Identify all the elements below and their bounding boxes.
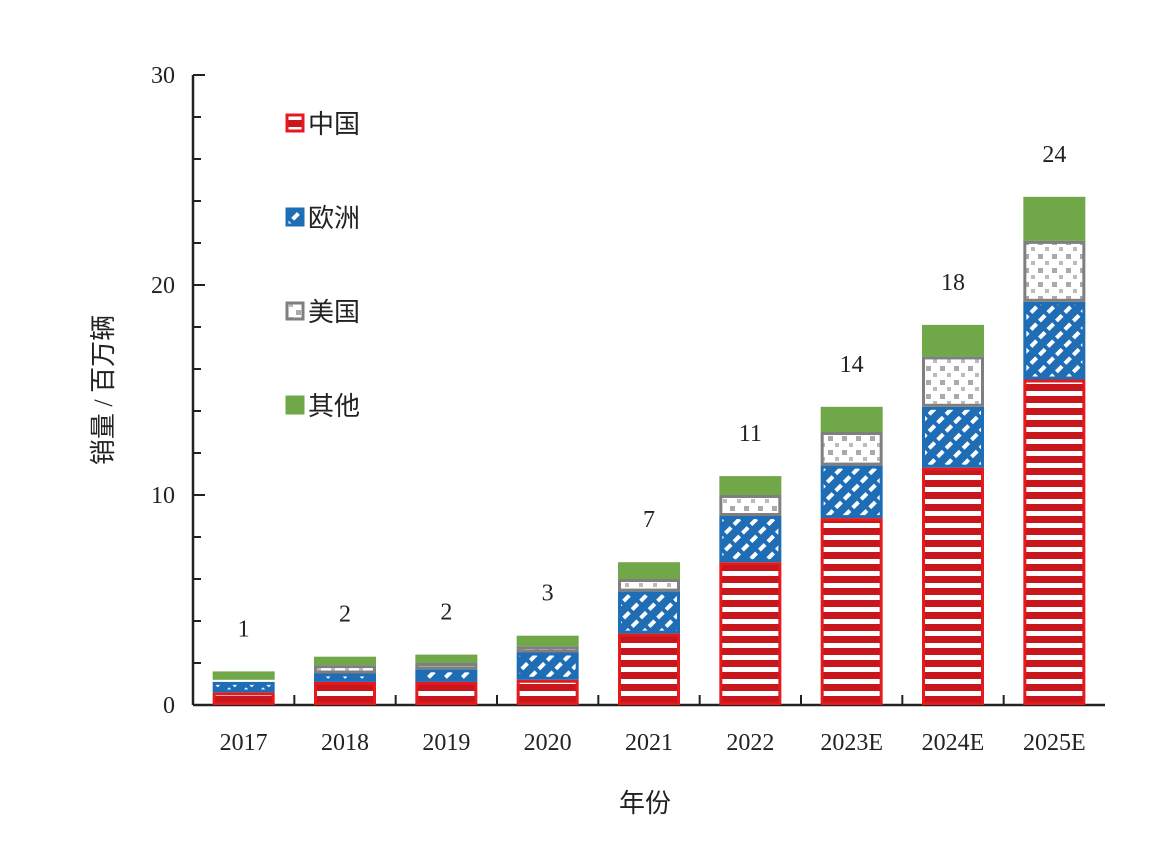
x-tick-label: 2020: [524, 730, 572, 756]
total-label: 11: [739, 421, 762, 447]
total-label: 1: [238, 616, 250, 642]
x-tick-label: 2019: [422, 730, 470, 756]
x-tick-label: 2022: [726, 730, 774, 756]
y-tick-label: 10: [151, 483, 175, 509]
bar-segment-中国: [922, 467, 984, 706]
bar-segment-美国: [719, 495, 782, 516]
legend-swatch: [285, 207, 305, 227]
y-tick-label: 30: [151, 63, 175, 89]
x-tick-label: 2025E: [1023, 730, 1086, 756]
total-label: 7: [643, 507, 655, 533]
total-label: 2: [339, 602, 351, 628]
legend-swatch: [285, 113, 305, 133]
y-axis-label: 销量 / 百万辆: [89, 315, 118, 465]
total-label: 18: [941, 270, 965, 296]
bar-segment-其他: [212, 671, 275, 680]
y-tick-label: 0: [163, 693, 175, 719]
bar-segment-美国: [922, 356, 984, 407]
x-tick-label: 2021: [625, 730, 673, 756]
y-tick-label: 20: [151, 273, 175, 299]
x-tick-label: 2018: [321, 730, 369, 756]
bar-segment-美国: [314, 665, 376, 674]
bar-segment-欧洲: [516, 652, 579, 680]
legend-swatch: [285, 395, 305, 415]
bar-segment-美国: [820, 432, 883, 466]
bar-segment-其他: [415, 654, 478, 663]
bar-segment-欧洲: [415, 669, 478, 682]
axes: 0 10 20 30 2017 2018 2019 2020 2021 2022 2023E 2024…: [151, 63, 1105, 756]
bar-segment-其他: [719, 476, 782, 496]
x-axis-label: 年份: [619, 789, 671, 818]
x-tick-label: 2023E: [820, 730, 883, 756]
total-label: 3: [542, 581, 554, 607]
bar-segment-中国: [1023, 379, 1086, 705]
total-label: 24: [1042, 142, 1066, 168]
bar-segment-中国: [820, 518, 883, 705]
bar-segment-其他: [922, 324, 984, 357]
bar-segment-其他: [820, 406, 883, 432]
bars: 1 2 2 3 7 11 14 18 24: [212, 142, 1086, 706]
bar-segment-美国: [516, 646, 579, 653]
bar-segment-美国: [618, 579, 680, 592]
bar-segment-其他: [618, 562, 680, 580]
legend-label: 美国: [308, 298, 360, 327]
bar-segment-美国: [1023, 240, 1086, 302]
legend-label: 欧洲: [308, 204, 360, 233]
bar-segment-中国: [212, 692, 275, 706]
bar-segment-中国: [719, 562, 782, 706]
bar-segment-欧洲: [314, 673, 376, 682]
bar-segment-欧洲: [719, 516, 782, 563]
bar-segment-中国: [516, 679, 579, 705]
bar-segment-欧洲: [1023, 301, 1086, 380]
bar-segment-中国: [314, 681, 376, 706]
x-tick-label: 2017: [220, 730, 268, 756]
bar-segment-欧洲: [922, 406, 984, 468]
legend-swatch: [285, 301, 305, 321]
bar-segment-其他: [1023, 196, 1086, 241]
legend-label: 中国: [308, 110, 360, 139]
total-label: 2: [440, 600, 452, 626]
bar-segment-其他: [314, 656, 376, 666]
legend-label: 其他: [308, 392, 360, 421]
x-tick-label: 2024E: [922, 730, 985, 756]
bar-segment-欧洲: [820, 465, 883, 519]
bar-segment-欧洲: [212, 681, 275, 693]
total-label: 14: [840, 352, 864, 378]
bar-segment-中国: [415, 681, 478, 706]
bar-segment-其他: [516, 635, 579, 647]
bar-segment-美国: [415, 663, 478, 670]
bar-segment-欧洲: [618, 591, 680, 634]
bar-segment-中国: [618, 633, 680, 705]
